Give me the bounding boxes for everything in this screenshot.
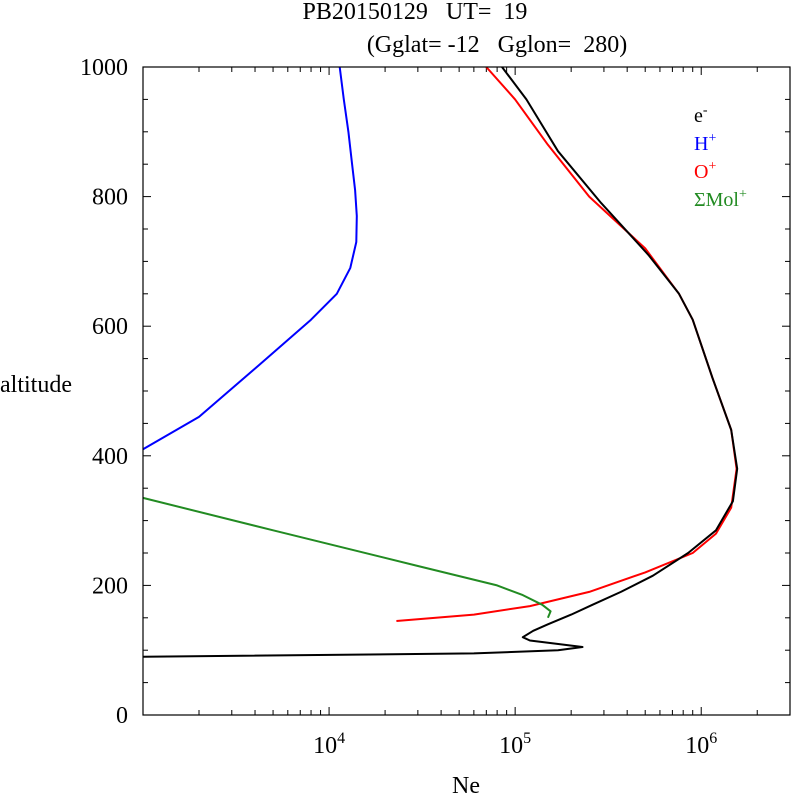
plot-frame [142,66,791,716]
y-tick-label: 200 [92,573,128,599]
y-tick-label: 800 [92,185,128,211]
series-line [142,496,552,619]
series-line [396,66,738,622]
chart-title-line2: (Gglat= -12 Gglon= 280) [367,32,627,58]
y-tick-label: 400 [92,444,128,470]
x-tick-label: 104 [313,730,345,759]
series-line [142,66,739,658]
x-tick-labels: 104 105 106 [313,730,717,759]
y-axis-label: altitude [0,372,72,398]
x-tick-label: 105 [499,730,531,759]
axis-ticks [142,66,791,716]
x-axis-label: Ne [452,773,480,796]
legend-entry: O+ [694,159,716,183]
series-line [142,66,358,451]
y-tick-label: 600 [92,314,128,340]
chart-title-line1: PB20150129 UT= 19 [303,0,528,25]
y-tick-label: 1000 [80,55,128,81]
series-layer [142,66,739,658]
legend: e- H+ O+ ΣMol+ [694,103,747,211]
legend-entry: ΣMol+ [694,187,747,211]
legend-entry: H+ [694,131,716,155]
y-tick-label: 0 [116,703,128,729]
y-tick-labels: 0 200 400 600 800 1000 [80,55,128,729]
x-tick-label: 106 [685,730,717,759]
legend-entry: e- [694,103,708,127]
